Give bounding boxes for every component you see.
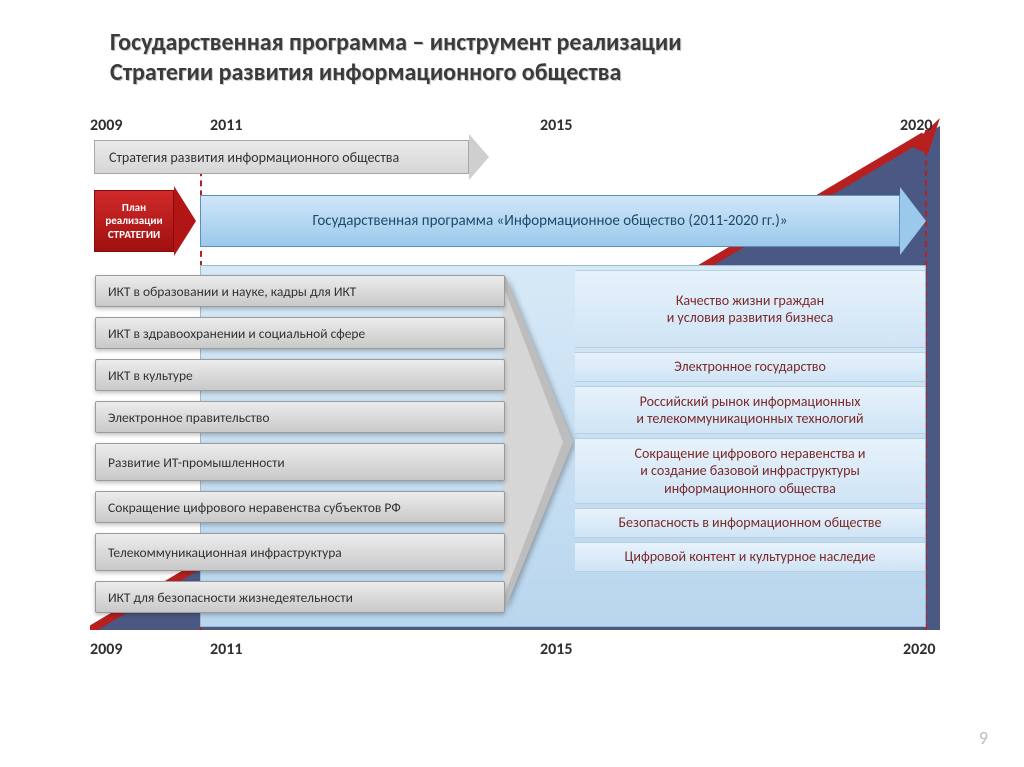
strategy-arrow: Стратегия развития информационного общес… — [94, 140, 489, 175]
left-item: Телекоммуникационная инфраструктура — [95, 533, 505, 571]
left-item: ИКТ в образовании и науке, кадры для ИКТ — [95, 275, 505, 307]
right-item: Безопасность в информационном обществе — [575, 508, 925, 538]
year-bottom-2011: 2011 — [210, 640, 242, 659]
year-bottom-2015: 2015 — [540, 640, 572, 659]
left-item: ИКТ для безопасности жизнедеятельности — [95, 581, 505, 613]
left-item: Электронное правительство — [95, 401, 505, 433]
year-bottom-2020: 2020 — [903, 640, 935, 659]
left-item: ИКТ в культуре — [95, 359, 505, 391]
page-number: 9 — [979, 727, 988, 749]
title-line-1: Государственная программа – инструмент р… — [110, 28, 682, 57]
strategy-label: Стратегия развития информационного общес… — [94, 140, 469, 174]
year-top-2015: 2015 — [540, 116, 572, 135]
strategy-arrow-head — [469, 134, 489, 180]
year-top-2011: 2011 — [210, 116, 242, 135]
year-bottom-2009: 2009 — [90, 640, 122, 659]
year-top-2020: 2020 — [900, 116, 932, 135]
left-item: ИКТ в здравоохранении и социальной сфере — [95, 317, 505, 349]
gov-program-head — [900, 187, 926, 255]
page-title: Государственная программа – инструмент р… — [110, 28, 682, 88]
title-line-2: Стратегии развития информационного общес… — [110, 58, 621, 87]
left-item: Сокращение цифрового неравенства субъект… — [95, 491, 505, 523]
right-item: Сокращение цифрового неравенства и и соз… — [575, 438, 925, 504]
gov-program-label: Государственная программа «Информационно… — [200, 195, 900, 247]
right-item: Качество жизни граждан и условия развити… — [575, 270, 925, 348]
left-items-stack: ИКТ в образовании и науке, кадры для ИКТ… — [95, 275, 505, 623]
red-plan-label: План реализации СТРАТЕГИИ — [94, 190, 174, 252]
right-item: Электронное государство — [575, 352, 925, 382]
left-funnel-head-inner — [503, 285, 563, 599]
right-item: Российский рынок информационных и телеко… — [575, 386, 925, 434]
year-top-2009: 2009 — [90, 116, 122, 135]
red-plan-arrow: План реализации СТРАТЕГИИ — [94, 190, 194, 252]
gov-program-arrow: Государственная программа «Информационно… — [200, 195, 926, 247]
right-items-stack: Качество жизни граждан и условия развити… — [575, 270, 925, 576]
right-item: Цифровой контент и культурное наследие — [575, 542, 925, 572]
red-plan-head — [174, 186, 196, 256]
left-item: Развитие ИТ-промышленности — [95, 443, 505, 481]
